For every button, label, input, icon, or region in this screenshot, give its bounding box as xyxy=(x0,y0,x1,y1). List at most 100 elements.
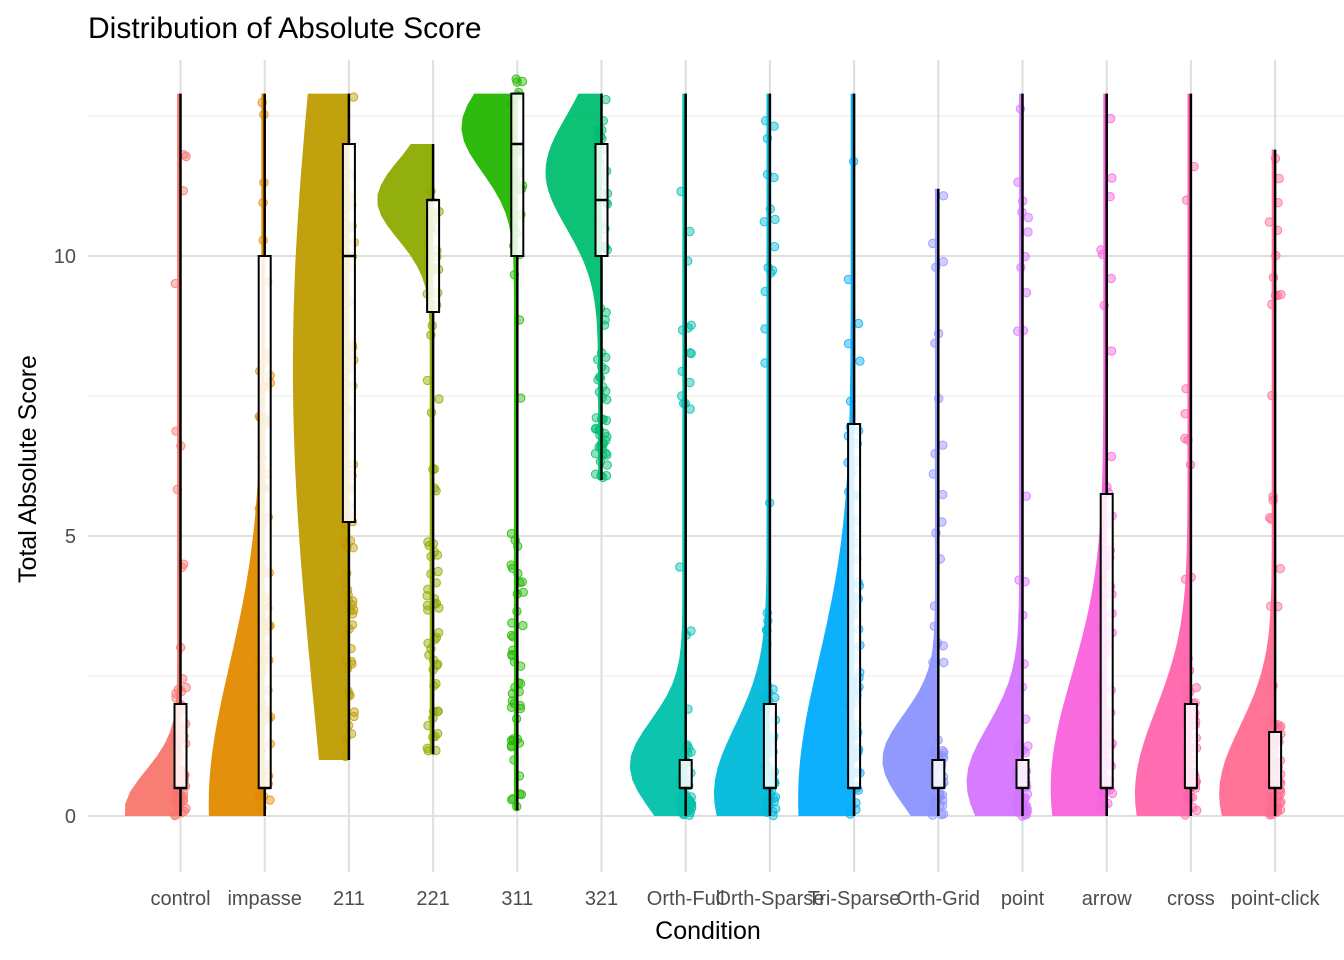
box-Orth-Sparse xyxy=(762,703,777,789)
data-point-311 xyxy=(518,620,528,631)
box-Orth-Full xyxy=(678,759,693,789)
data-point-cross xyxy=(1181,195,1192,205)
boxplots xyxy=(173,92,1283,816)
data-point-221 xyxy=(423,720,433,731)
data-point-Tri-Sparse xyxy=(843,339,854,349)
data-point-impasse xyxy=(258,791,269,802)
box-impasse xyxy=(257,255,272,789)
data-point-321 xyxy=(601,94,611,105)
box-point xyxy=(1015,759,1030,789)
x-tick-label-Orth-Grid: Orth-Grid xyxy=(897,888,980,910)
x-tick-label-impasse: impasse xyxy=(227,888,301,910)
data-point-Orth-Grid xyxy=(927,810,938,820)
data-point-impasse xyxy=(258,198,268,208)
data-point-Tri-Sparse xyxy=(855,356,865,366)
data-point-Orth-Grid xyxy=(939,657,949,668)
box-311 xyxy=(510,92,525,257)
x-tick-label-221: 221 xyxy=(416,888,449,910)
y-tick-label: 10 xyxy=(54,246,76,268)
data-point-Orth-Full xyxy=(676,186,686,197)
data-point-cross xyxy=(1180,810,1191,820)
data-point-Orth-Grid xyxy=(928,657,938,667)
data-point-221 xyxy=(422,600,433,611)
data-point-321 xyxy=(601,352,611,362)
box-cross xyxy=(1183,703,1198,789)
data-point-321 xyxy=(602,395,612,405)
data-point-Orth-Full xyxy=(675,562,685,572)
chart-title: Distribution of Absolute Score xyxy=(88,12,482,45)
data-point-221 xyxy=(423,746,433,756)
data-point-Orth-Grid xyxy=(935,789,945,799)
data-point-arrow xyxy=(1106,346,1117,356)
data-point-Orth-Sparse xyxy=(770,214,780,225)
x-axis-ticks: control impasse 211 221 311 321 Orth-FullOrth-… xyxy=(150,888,1320,910)
data-point-Orth-Full xyxy=(685,377,695,388)
data-point-Orth-Sparse xyxy=(760,116,771,126)
data-point-control xyxy=(181,151,191,162)
data-point-Orth-Full xyxy=(675,800,685,810)
data-point-point xyxy=(1012,326,1023,336)
x-tick-label-point: point xyxy=(1001,888,1045,910)
data-point-Orth-Grid xyxy=(938,191,949,201)
data-point-Orth-Grid xyxy=(938,641,948,651)
data-point-311 xyxy=(506,630,517,641)
data-point-point xyxy=(1013,177,1023,187)
data-point-Tri-Sparse xyxy=(843,274,854,285)
density-cloud-control xyxy=(125,93,181,817)
data-point-Orth-Sparse xyxy=(760,286,770,297)
x-tick-label-arrow: arrow xyxy=(1082,888,1133,910)
data-point-point-click xyxy=(1275,564,1286,574)
data-point-221 xyxy=(426,408,437,418)
density-cloud-Tri-Sparse xyxy=(798,93,855,817)
data-point-impasse xyxy=(258,235,268,246)
x-tick-label-311: 311 xyxy=(501,888,533,910)
x-tick-label-control: control xyxy=(150,888,210,910)
data-point-control xyxy=(177,562,187,572)
data-point-Orth-Full xyxy=(686,320,696,330)
density-cloud-321 xyxy=(545,93,602,480)
x-tick-label-211: 211 xyxy=(333,888,365,910)
x-tick-label-Orth-Sparse: Orth-Sparse xyxy=(715,888,824,910)
density-cloud-point xyxy=(966,93,1023,817)
data-point-311 xyxy=(506,560,516,570)
data-point-Orth-Grid xyxy=(928,238,938,249)
box-211 xyxy=(341,143,356,523)
data-point-Orth-Sparse xyxy=(759,695,770,705)
data-point-point-click xyxy=(1276,289,1286,300)
y-tick-label: 0 xyxy=(65,806,76,828)
data-point-point-click xyxy=(1274,723,1285,733)
x-tick-label-cross: cross xyxy=(1167,888,1215,910)
density-cloud-point-click xyxy=(1219,149,1276,817)
data-point-311 xyxy=(507,688,518,699)
density-cloud-Orth-Full xyxy=(629,93,686,817)
density-cloud-arrow xyxy=(1050,93,1107,817)
density-cloud-211 xyxy=(292,93,349,761)
data-point-cross xyxy=(1180,574,1191,584)
density-cloud-impasse xyxy=(208,93,265,817)
x-tick-label-point-click: point-click xyxy=(1231,888,1321,910)
data-point-point-click xyxy=(1264,217,1275,227)
data-point-311 xyxy=(506,742,517,752)
data-point-cross xyxy=(1180,409,1190,419)
data-point-311 xyxy=(507,795,517,805)
data-point-cross xyxy=(1181,384,1191,394)
data-point-arrow xyxy=(1107,173,1117,183)
data-point-Orth-Full xyxy=(685,404,695,414)
data-point-Orth-Full xyxy=(686,348,696,359)
y-tick-label: 5 xyxy=(65,526,76,548)
density-cloud-Orth-Grid xyxy=(882,188,939,817)
box-point-click xyxy=(1268,731,1283,789)
data-point-point-click xyxy=(1266,601,1276,611)
data-point-Orth-Sparse xyxy=(759,217,769,227)
data-point-Orth-Full xyxy=(686,799,697,809)
data-point-control xyxy=(170,794,180,805)
data-point-Orth-Grid xyxy=(938,257,948,267)
data-point-arrow xyxy=(1106,273,1116,284)
data-point-control xyxy=(171,426,181,436)
data-point-221 xyxy=(433,566,443,577)
data-point-221 xyxy=(422,375,433,386)
data-point-Orth-Sparse xyxy=(769,121,779,131)
data-point-311 xyxy=(507,618,517,628)
y-axis-title: Total Absolute Score xyxy=(14,355,42,583)
x-tick-label-Orth-Full: Orth-Full xyxy=(647,888,725,910)
